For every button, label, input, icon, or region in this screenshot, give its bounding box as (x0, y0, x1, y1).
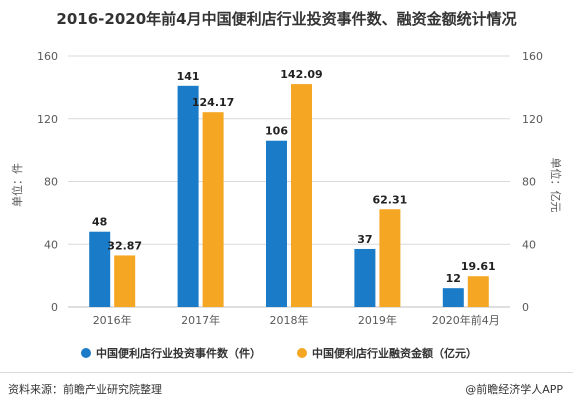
right-tick-label: 0 (522, 301, 529, 314)
bars (89, 84, 489, 308)
right-tick-label: 160 (522, 50, 543, 63)
brand-credit: @前瞻经济学人APP (465, 383, 563, 396)
bar-events-4 (442, 288, 464, 307)
bar-amount-1 (202, 112, 224, 307)
category-label: 2016年 (93, 313, 132, 327)
right-tick-label: 40 (522, 238, 536, 251)
axis-ticks: 0 0 40 40 80 80 120 120 160 160 2016年 2017年 2018年 201… (37, 50, 543, 327)
legend-label-events: 中国便利店行业投资事件数（件） (96, 346, 261, 360)
bar-events-1 (177, 85, 199, 308)
category-label: 2018年 (270, 313, 309, 327)
source-note: 资料来源：前瞻产业研究院整理 (8, 383, 162, 396)
data-label-amount-2: 142.09 (280, 68, 322, 81)
bar-amount-4 (467, 276, 489, 307)
left-axis-unit: 单位：件 (10, 163, 24, 207)
data-label-events-1: 141 (177, 70, 200, 83)
legend-marker-amount (297, 348, 307, 358)
bar-amount-3 (379, 209, 401, 307)
legend: 中国便利店行业投资事件数（件） 中国便利店行业融资金额（亿元） (81, 346, 477, 360)
footer-divider (0, 372, 573, 373)
right-axis-unit: 单位：亿元 (549, 158, 563, 213)
category-label: 2019年 (358, 313, 397, 327)
left-tick-label: 120 (37, 113, 58, 126)
right-tick-label: 80 (522, 176, 536, 189)
bar-events-0 (89, 231, 111, 307)
left-tick-label: 160 (37, 50, 58, 63)
left-tick-label: 80 (44, 176, 58, 189)
chart-title: 2016-2020年前4月中国便利店行业投资事件数、融资金额统计情况 (56, 10, 517, 28)
bar-amount-0 (114, 255, 136, 307)
left-tick-label: 0 (51, 301, 58, 314)
legend-marker-events (81, 348, 91, 358)
right-tick-label: 120 (522, 113, 543, 126)
category-label: 2020年前4月 (432, 313, 500, 327)
bar-events-2 (266, 140, 287, 307)
data-label-amount-4: 19.61 (461, 260, 496, 273)
data-label-amount-1: 124.17 (192, 96, 234, 109)
data-label-events-2: 106 (265, 125, 288, 138)
bar-amount-2 (291, 84, 312, 307)
left-tick-label: 40 (44, 238, 58, 251)
gridlines (68, 55, 510, 308)
data-label-events-3: 37 (357, 233, 372, 246)
data-label-amount-3: 62.31 (373, 193, 408, 206)
data-label-amount-0: 32.87 (107, 239, 142, 252)
bar-events-3 (354, 248, 376, 307)
legend-label-amount: 中国便利店行业融资金额（亿元） (312, 346, 477, 360)
data-label-events-0: 48 (92, 216, 107, 229)
category-label: 2017年 (181, 313, 220, 327)
data-label-events-4: 12 (446, 272, 461, 285)
